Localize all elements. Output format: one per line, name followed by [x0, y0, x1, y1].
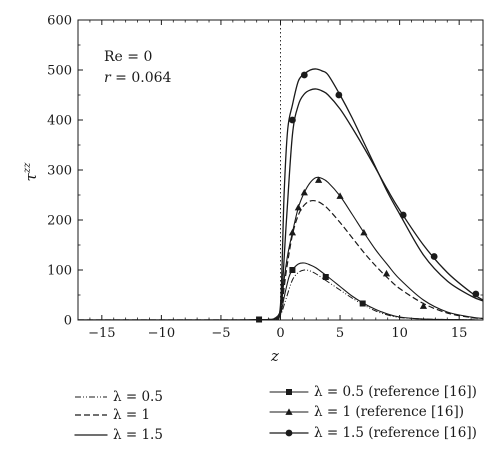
- data-point: [289, 267, 296, 273]
- data-point: [430, 253, 438, 260]
- y-tick-label: 0: [64, 314, 72, 329]
- data-point: [288, 228, 297, 236]
- legend-label-4: λ = 0.5 (reference [16]): [314, 384, 477, 400]
- legend-label-1: λ = 0.5: [113, 389, 163, 405]
- y-tick-label: 600: [47, 14, 72, 29]
- series-line-1: [78, 269, 483, 320]
- data-point: [359, 300, 366, 307]
- data-point: [300, 71, 308, 79]
- y-tick-label: 100: [47, 264, 72, 279]
- x-tick-label: −15: [88, 326, 115, 341]
- x-tick-label: 0: [276, 326, 284, 341]
- legend: λ = 0.5 λ = 1 λ = 1.5 λ = 0.5 (reference [1…: [74, 384, 477, 443]
- data-point: [300, 188, 308, 196]
- data-point: [382, 269, 391, 277]
- data-point: [336, 192, 344, 199]
- data-point: [419, 302, 428, 309]
- data-point: [472, 290, 480, 298]
- x-tick-label: 5: [336, 326, 344, 341]
- y-tick-label: 300: [47, 164, 72, 179]
- y-tick-label: 400: [47, 114, 72, 129]
- x-tick-label: 10: [391, 326, 408, 341]
- data-point: [289, 116, 296, 124]
- data-point: [335, 91, 343, 99]
- y-tick-label: 200: [47, 214, 72, 229]
- legend-label-6: λ = 1.5 (reference [16]): [314, 425, 477, 441]
- annotation-reynolds: Re = 0: [104, 49, 152, 65]
- y-axis-label: τzz: [22, 162, 40, 182]
- data-point: [315, 176, 323, 183]
- data-point: [399, 211, 407, 219]
- legend-label-5: λ = 1 (reference [16]): [314, 404, 464, 420]
- x-tick-label: −10: [148, 326, 175, 341]
- data-point: [360, 228, 368, 236]
- legend-label-3: λ = 1.5: [113, 427, 163, 443]
- data-point: [322, 274, 329, 280]
- legend-marker: [285, 408, 293, 415]
- legend-label-2: λ = 1: [113, 407, 150, 423]
- x-tick-label: 15: [451, 326, 468, 341]
- x-tick-label: −5: [211, 326, 230, 341]
- legend-marker: [285, 429, 293, 437]
- y-tick-label: 500: [47, 64, 72, 79]
- legend-marker: [286, 389, 292, 395]
- data-point: [294, 203, 302, 211]
- annotation-radius: r = 0.064: [104, 70, 172, 86]
- x-axis-label: z: [270, 347, 279, 365]
- series-line-6: [78, 68, 483, 320]
